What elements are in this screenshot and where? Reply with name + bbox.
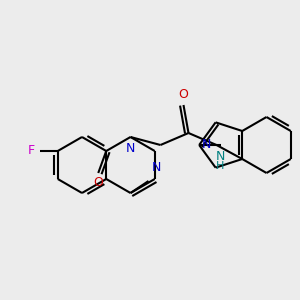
Text: H: H xyxy=(216,161,225,171)
Text: N: N xyxy=(152,161,161,174)
Text: O: O xyxy=(178,88,188,101)
Text: N: N xyxy=(216,150,225,163)
Text: O: O xyxy=(93,176,103,190)
Text: F: F xyxy=(28,145,35,158)
Text: N: N xyxy=(202,139,212,152)
Text: N: N xyxy=(126,142,135,155)
